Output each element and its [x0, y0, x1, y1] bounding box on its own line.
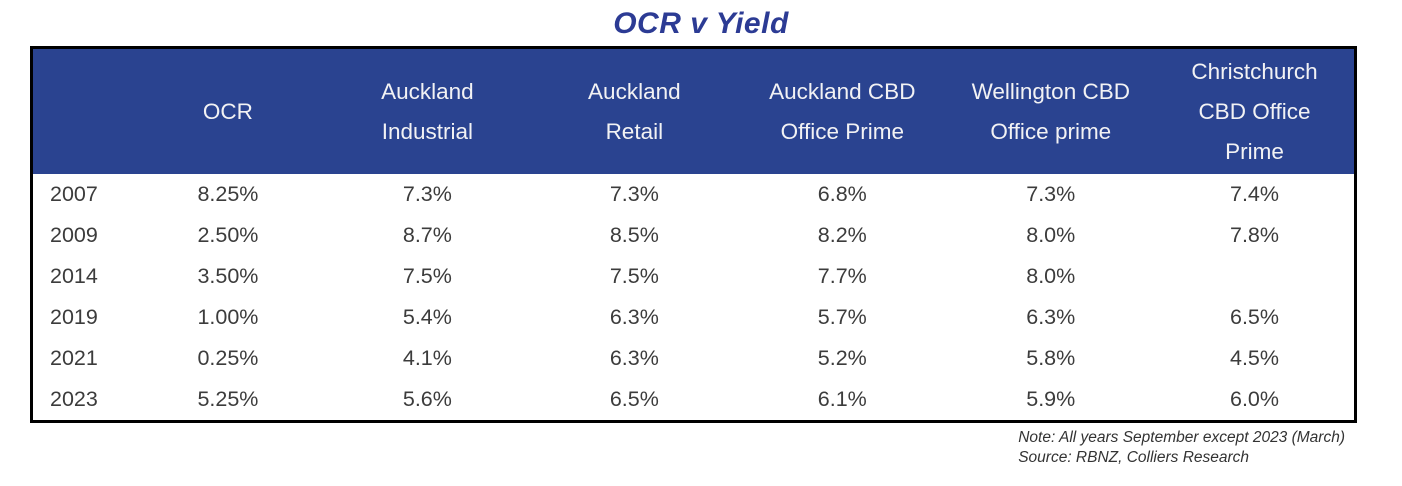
- value-cell: 4.5%: [1229, 346, 1279, 370]
- column-header: Christchurch CBD Office Prime: [1155, 47, 1356, 174]
- value-cell: 5.8%: [1026, 346, 1076, 370]
- value-cell: 7.3%: [609, 182, 659, 206]
- value-cell: 6.1%: [817, 387, 867, 411]
- value-cell: [1155, 256, 1356, 297]
- column-header: Auckland CBD Office Prime: [738, 47, 947, 174]
- value-cell: 8.0%: [1026, 223, 1076, 247]
- value-cell: 5.6%: [402, 387, 452, 411]
- value-cell: 5.25%: [197, 387, 259, 411]
- value-cell: 6.5%: [1229, 305, 1279, 329]
- value-cell: 6.3%: [609, 346, 659, 370]
- value-cell: 6.3%: [1026, 305, 1076, 329]
- year-cell: 2009: [50, 223, 98, 247]
- value-cell: 8.7%: [402, 223, 452, 247]
- table-row: 2007 8.25% 7.3% 7.3% 6.8% 7.3% 7.4%: [32, 174, 1356, 215]
- value-cell: 8.5%: [609, 223, 659, 247]
- year-cell: 2019: [50, 305, 98, 329]
- column-header: Auckland Retail: [530, 47, 739, 174]
- value-cell: 8.0%: [1026, 264, 1076, 288]
- year-cell: 2021: [50, 346, 98, 370]
- value-cell: 6.3%: [609, 305, 659, 329]
- value-cell: 7.3%: [1026, 182, 1076, 206]
- table-body: 2007 8.25% 7.3% 7.3% 6.8% 7.3% 7.4% 2009 2.50% 8.…: [32, 174, 1356, 422]
- value-cell: 4.1%: [402, 346, 452, 370]
- value-cell: 6.5%: [609, 387, 659, 411]
- year-cell: 2014: [50, 264, 98, 288]
- value-cell: 7.5%: [402, 264, 452, 288]
- footnotes: Note: All years September except 2023 (M…: [30, 423, 1357, 468]
- value-cell: 7.5%: [609, 264, 659, 288]
- value-cell: 0.25%: [197, 346, 259, 370]
- column-header: OCR: [131, 47, 325, 174]
- table-row: 2021 0.25% 4.1% 6.3% 5.2% 5.8% 4.5%: [32, 338, 1356, 379]
- value-cell: 6.8%: [817, 182, 867, 206]
- table-row: 2023 5.25% 5.6% 6.5% 6.1% 5.9% 6.0%: [32, 379, 1356, 422]
- value-cell: 5.2%: [817, 346, 867, 370]
- value-cell: 1.00%: [197, 305, 259, 329]
- value-cell: 7.4%: [1229, 182, 1279, 206]
- page-title: OCR v Yield: [613, 7, 789, 40]
- value-cell: 3.50%: [197, 264, 259, 288]
- ocr-yield-table: OCR Auckland Industrial Auckland Retail Auc…: [30, 46, 1357, 423]
- year-cell: 2023: [50, 387, 98, 411]
- year-cell: 2007: [50, 182, 98, 206]
- value-cell: 5.7%: [817, 305, 867, 329]
- value-cell: 5.9%: [1026, 387, 1076, 411]
- year-column-header: [31, 47, 132, 174]
- value-cell: 7.3%: [402, 182, 452, 206]
- column-header: Auckland Industrial: [324, 47, 531, 174]
- value-cell: 6.0%: [1229, 387, 1279, 411]
- value-cell: 8.2%: [817, 223, 867, 247]
- table-row: 2014 3.50% 7.5% 7.5% 7.7% 8.0%: [32, 256, 1356, 297]
- table-row: 2009 2.50% 8.7% 8.5% 8.2% 8.0% 7.8%: [32, 215, 1356, 256]
- value-cell: 7.7%: [817, 264, 867, 288]
- source-line: Source: RBNZ, Colliers Research: [1018, 449, 1250, 466]
- value-cell: 5.4%: [402, 305, 452, 329]
- table-row: 2019 1.00% 5.4% 6.3% 5.7% 6.3% 6.5%: [32, 297, 1356, 338]
- column-header: Wellington CBD Office prime: [946, 47, 1155, 174]
- header-row: OCR Auckland Industrial Auckland Retail Auc…: [31, 47, 1356, 174]
- value-cell: 8.25%: [197, 182, 259, 206]
- value-cell: 7.8%: [1229, 223, 1279, 247]
- note-line: Note: All years September except 2023 (M…: [1018, 429, 1345, 446]
- table-header: OCR Auckland Industrial Auckland Retail Auc…: [31, 47, 1356, 174]
- footnotes-block: Note: All years September except 2023 (M…: [1018, 423, 1357, 468]
- value-cell: 2.50%: [197, 223, 259, 247]
